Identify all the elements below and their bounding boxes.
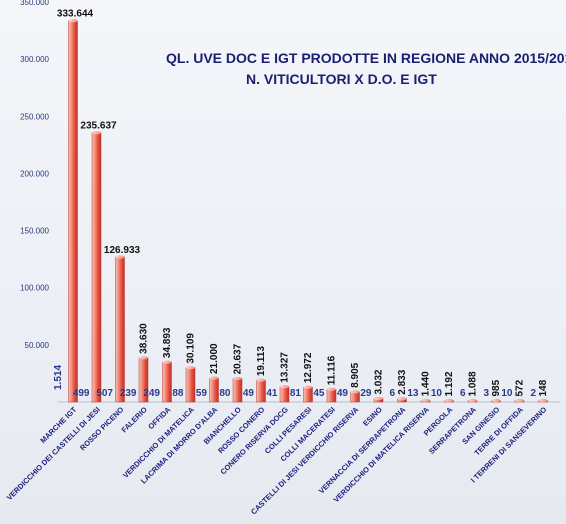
bar [279, 386, 290, 403]
growers-label: 45 [313, 388, 325, 399]
growers-label: 499 [73, 388, 90, 399]
value-label: 38.630 [139, 323, 150, 354]
y-tick-label: 150.000 [20, 227, 49, 236]
category-label: VERDICCHIO DEI CASTELLI DI JESI [5, 405, 102, 502]
y-tick-label: 250.000 [20, 112, 49, 121]
bar [209, 377, 219, 403]
growers-label: 1.514 [53, 365, 64, 390]
bar [162, 361, 172, 403]
value-label: 12.972 [303, 352, 314, 383]
bar-top [233, 376, 242, 381]
y-tick-label: 350.000 [20, 0, 49, 7]
bar-top [515, 398, 524, 403]
value-label: 148 [538, 379, 549, 396]
bar-top [209, 376, 219, 380]
growers-label: 507 [96, 388, 113, 399]
value-label: 34.893 [162, 327, 173, 358]
bar-top [538, 398, 548, 403]
growers-label: 81 [290, 388, 302, 399]
growers-label: 2 [530, 388, 536, 399]
value-label: 2.833 [397, 369, 408, 394]
chart-title: QL. UVE DOC E IGT PRODOTTE IN REGIONE AN… [166, 50, 566, 66]
growers-label: 49 [337, 388, 349, 399]
bar-top [421, 398, 430, 402]
growers-label: 10 [431, 388, 443, 399]
growers-label: 13 [407, 388, 419, 399]
bar-top [397, 397, 407, 401]
value-label: 1.440 [421, 371, 432, 396]
growers-label: 59 [196, 388, 208, 399]
value-label: 19.113 [256, 346, 267, 376]
y-tick-label: 100.000 [20, 284, 49, 293]
value-label: 8.905 [350, 362, 361, 387]
value-label: 1.192 [444, 371, 455, 396]
value-label: 20.637 [233, 343, 244, 374]
bars-group: 333.6441.514235.637499126.93350738.63023… [53, 9, 549, 403]
value-label: 985 [491, 379, 502, 396]
growers-label: 6 [460, 388, 466, 399]
bar-top [444, 398, 454, 403]
category-label: ROSSO PICENO [78, 405, 125, 452]
value-label: 333.644 [57, 9, 94, 20]
growers-label: 80 [219, 388, 231, 399]
bar-top [68, 19, 78, 23]
y-tick-label: 200.000 [20, 169, 49, 178]
growers-label: 29 [360, 388, 372, 399]
bar [326, 389, 337, 403]
bar-top [350, 390, 360, 394]
bar [185, 367, 196, 403]
bar-top [162, 360, 172, 364]
chart-subtitle: N. VITICULTORI X D.O. E IGT [246, 71, 437, 87]
bar-top [303, 385, 313, 389]
y-tick-label: 300.000 [20, 55, 49, 64]
value-label: 572 [515, 379, 526, 396]
growers-label: 3 [483, 388, 489, 399]
growers-label: 88 [172, 388, 184, 399]
value-label: 126.933 [104, 245, 141, 256]
category-label: VERNACCIA DI SERRAPETRONA [317, 405, 408, 496]
bar [256, 379, 266, 403]
growers-label: 6 [389, 388, 395, 399]
bar-top [139, 356, 148, 360]
value-label: 21.000 [209, 343, 220, 374]
bar-top [491, 398, 501, 403]
growers-label: 249 [143, 388, 160, 399]
bar-top [256, 378, 266, 382]
bar [303, 386, 313, 403]
bar-top [115, 255, 125, 259]
bar [68, 20, 78, 403]
bar [91, 132, 102, 403]
bar-top [92, 131, 101, 135]
bar [115, 256, 125, 403]
value-label: 30.109 [186, 333, 197, 364]
bar-top [374, 396, 383, 401]
value-label: 13.327 [280, 352, 291, 383]
bar-top [186, 365, 195, 370]
category-label: FALERIO [120, 405, 149, 434]
value-label: 11.116 [327, 355, 338, 385]
growers-label: 239 [120, 388, 137, 399]
value-label: 1.088 [468, 371, 479, 396]
bar [232, 378, 243, 403]
y-tick-label: 50.000 [25, 341, 50, 350]
value-label: 3.032 [374, 369, 385, 394]
bar-top [468, 398, 477, 403]
bar-top [327, 387, 336, 391]
growers-label: 41 [266, 388, 278, 399]
value-label: 235.637 [80, 121, 117, 132]
growers-label: 49 [243, 388, 255, 399]
growers-label: 10 [501, 388, 513, 399]
bar-top [280, 385, 289, 389]
